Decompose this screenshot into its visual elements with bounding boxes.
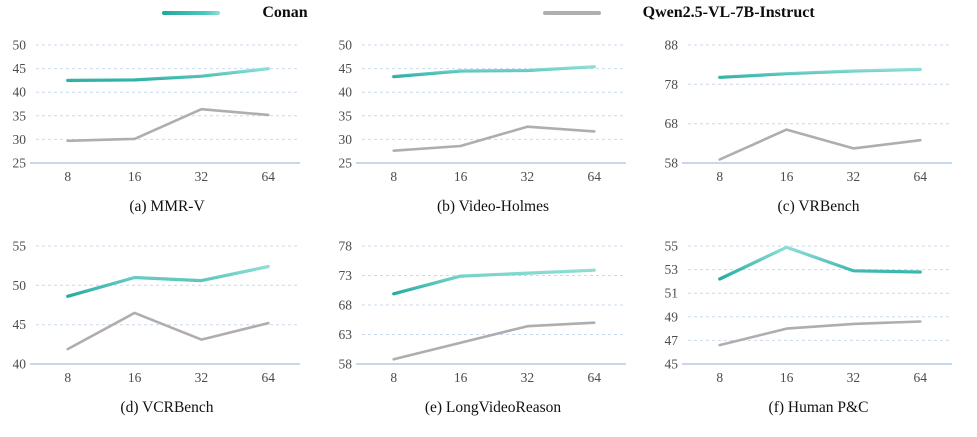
y-tick-label: 40 [13, 85, 27, 100]
chart-f-human-pc: 45 47 49 51 53 55 8 16 32 64 (f) Human P&C [652, 236, 977, 417]
x-tick-label: 8 [716, 169, 723, 184]
chart-svg: 25 30 35 40 45 50 8 16 32 64 [13, 38, 300, 184]
x-tick-label: 32 [847, 370, 861, 385]
x-tick-label: 32 [521, 370, 535, 385]
y-tick-label: 58 [339, 357, 353, 372]
y-tick-label: 47 [665, 333, 679, 348]
chart-d-caption: (d) VCRBench [120, 399, 214, 416]
x-tick-label: 32 [521, 169, 535, 184]
x-tick-label: 16 [454, 370, 468, 385]
chart-e-plot: 58 63 68 73 78 8 16 32 64 [326, 236, 652, 394]
chart-f-caption: (f) Human P&C [768, 399, 869, 416]
y-tick-label: 45 [13, 317, 27, 332]
y-tick-label: 45 [665, 357, 679, 372]
y-tick-label: 40 [339, 85, 353, 100]
x-tick-label: 16 [128, 169, 142, 184]
x-tick-label: 8 [390, 169, 397, 184]
x-tick-label: 32 [847, 169, 861, 184]
y-tick-label: 55 [665, 239, 679, 254]
y-tick-label: 53 [665, 262, 679, 277]
y-tick-label: 45 [13, 61, 27, 76]
x-tick-label: 16 [128, 370, 142, 385]
x-tick-label: 16 [780, 370, 794, 385]
y-tick-label: 50 [13, 38, 27, 53]
x-tick-label: 8 [64, 169, 71, 184]
x-tick-label: 8 [64, 370, 71, 385]
y-tick-label: 30 [339, 132, 353, 147]
chart-f-plot: 45 47 49 51 53 55 8 16 32 64 [652, 236, 977, 394]
chart-c-vrbench: 58 68 78 88 8 16 32 64 (c) VRBench [652, 35, 977, 216]
chart-c-plot: 58 68 78 88 8 16 32 64 [652, 35, 977, 193]
y-tick-label: 35 [339, 108, 353, 123]
y-tick-label: 68 [339, 298, 353, 313]
y-tick-label: 50 [339, 38, 353, 53]
y-tick-label: 78 [339, 239, 353, 254]
conan-line [66, 66, 270, 83]
qwen-line [392, 321, 596, 361]
chart-a-caption: (a) MMR-V [129, 198, 205, 215]
conan-line-swatch-icon [162, 11, 221, 15]
x-tick-label: 16 [454, 169, 468, 184]
chart-d-plot: 40 45 50 55 8 16 32 64 [0, 236, 326, 394]
x-tick-label: 8 [716, 370, 723, 385]
y-tick-label: 88 [665, 38, 679, 53]
x-tick-label: 32 [195, 370, 209, 385]
chart-e-longvideoreason: 58 63 68 73 78 8 16 32 64 (e) LongVideoReason [326, 236, 652, 417]
qwen-line [66, 107, 270, 143]
qwen-line [392, 125, 596, 152]
y-tick-label: 25 [339, 156, 353, 171]
legend-item-conan: Conan [162, 4, 308, 21]
qwen-line [66, 311, 270, 351]
y-tick-label: 63 [339, 327, 353, 342]
y-tick-label: 30 [13, 132, 27, 147]
chart-d-vcrbench: 40 45 50 55 8 16 32 64 (d) VCRBench [0, 236, 326, 417]
qwen-line [718, 320, 922, 347]
x-tick-label: 8 [390, 370, 397, 385]
chart-a-mmr-v: 25 30 35 40 45 50 8 16 32 64 (a) MMR-V [0, 35, 326, 216]
qwen-line [718, 128, 922, 161]
y-tick-label: 45 [339, 61, 353, 76]
conan-line [392, 268, 596, 296]
x-tick-label: 16 [780, 169, 794, 184]
conan-line [392, 65, 596, 79]
conan-line [718, 67, 922, 79]
legend-label-conan: Conan [262, 4, 308, 21]
y-tick-label: 78 [665, 77, 679, 92]
qwen-line-swatch-icon [542, 11, 601, 15]
x-tick-label: 64 [588, 370, 602, 385]
conan-line [66, 264, 270, 298]
chart-e-caption: (e) LongVideoReason [424, 399, 562, 416]
x-tick-label: 64 [914, 370, 928, 385]
chart-a-plot: 25 30 35 40 45 50 8 16 32 64 [0, 35, 326, 193]
chart-svg: 25 30 35 40 45 50 8 16 32 64 [339, 38, 626, 184]
x-tick-label: 64 [588, 169, 602, 184]
y-tick-label: 40 [13, 357, 27, 372]
conan-line [718, 245, 922, 281]
chart-svg: 40 45 50 55 8 16 32 64 [13, 239, 300, 385]
y-tick-label: 68 [665, 116, 679, 131]
x-tick-label: 64 [262, 169, 276, 184]
x-tick-label: 64 [914, 169, 928, 184]
legend-label-qwen: Qwen2.5-VL-7B-Instruct [642, 4, 815, 21]
x-tick-label: 32 [195, 169, 209, 184]
y-tick-label: 58 [665, 156, 679, 171]
chart-b-plot: 25 30 35 40 45 50 8 16 32 64 [326, 35, 652, 193]
y-tick-label: 49 [665, 309, 679, 324]
charts-grid: 25 30 35 40 45 50 8 16 32 64 (a) MMR-V 25 30 35 40 45… [0, 35, 977, 417]
chart-b-caption: (b) Video-Holmes [437, 198, 549, 215]
x-tick-label: 64 [262, 370, 276, 385]
chart-svg: 45 47 49 51 53 55 8 16 32 64 [665, 239, 952, 385]
legend-item-qwen: Qwen2.5-VL-7B-Instruct [542, 4, 815, 21]
y-tick-label: 55 [13, 239, 27, 254]
y-tick-label: 73 [339, 268, 353, 283]
legend: Conan Qwen2.5-VL-7B-Instruct [0, 3, 977, 23]
y-tick-label: 25 [13, 156, 27, 171]
y-tick-label: 51 [665, 286, 679, 301]
chart-c-caption: (c) VRBench [777, 198, 860, 215]
y-tick-label: 50 [13, 278, 27, 293]
chart-svg: 58 63 68 73 78 8 16 32 64 [339, 239, 626, 385]
chart-b-video-holmes: 25 30 35 40 45 50 8 16 32 64 (b) Video-Holmes [326, 35, 652, 216]
y-tick-label: 35 [13, 108, 27, 123]
